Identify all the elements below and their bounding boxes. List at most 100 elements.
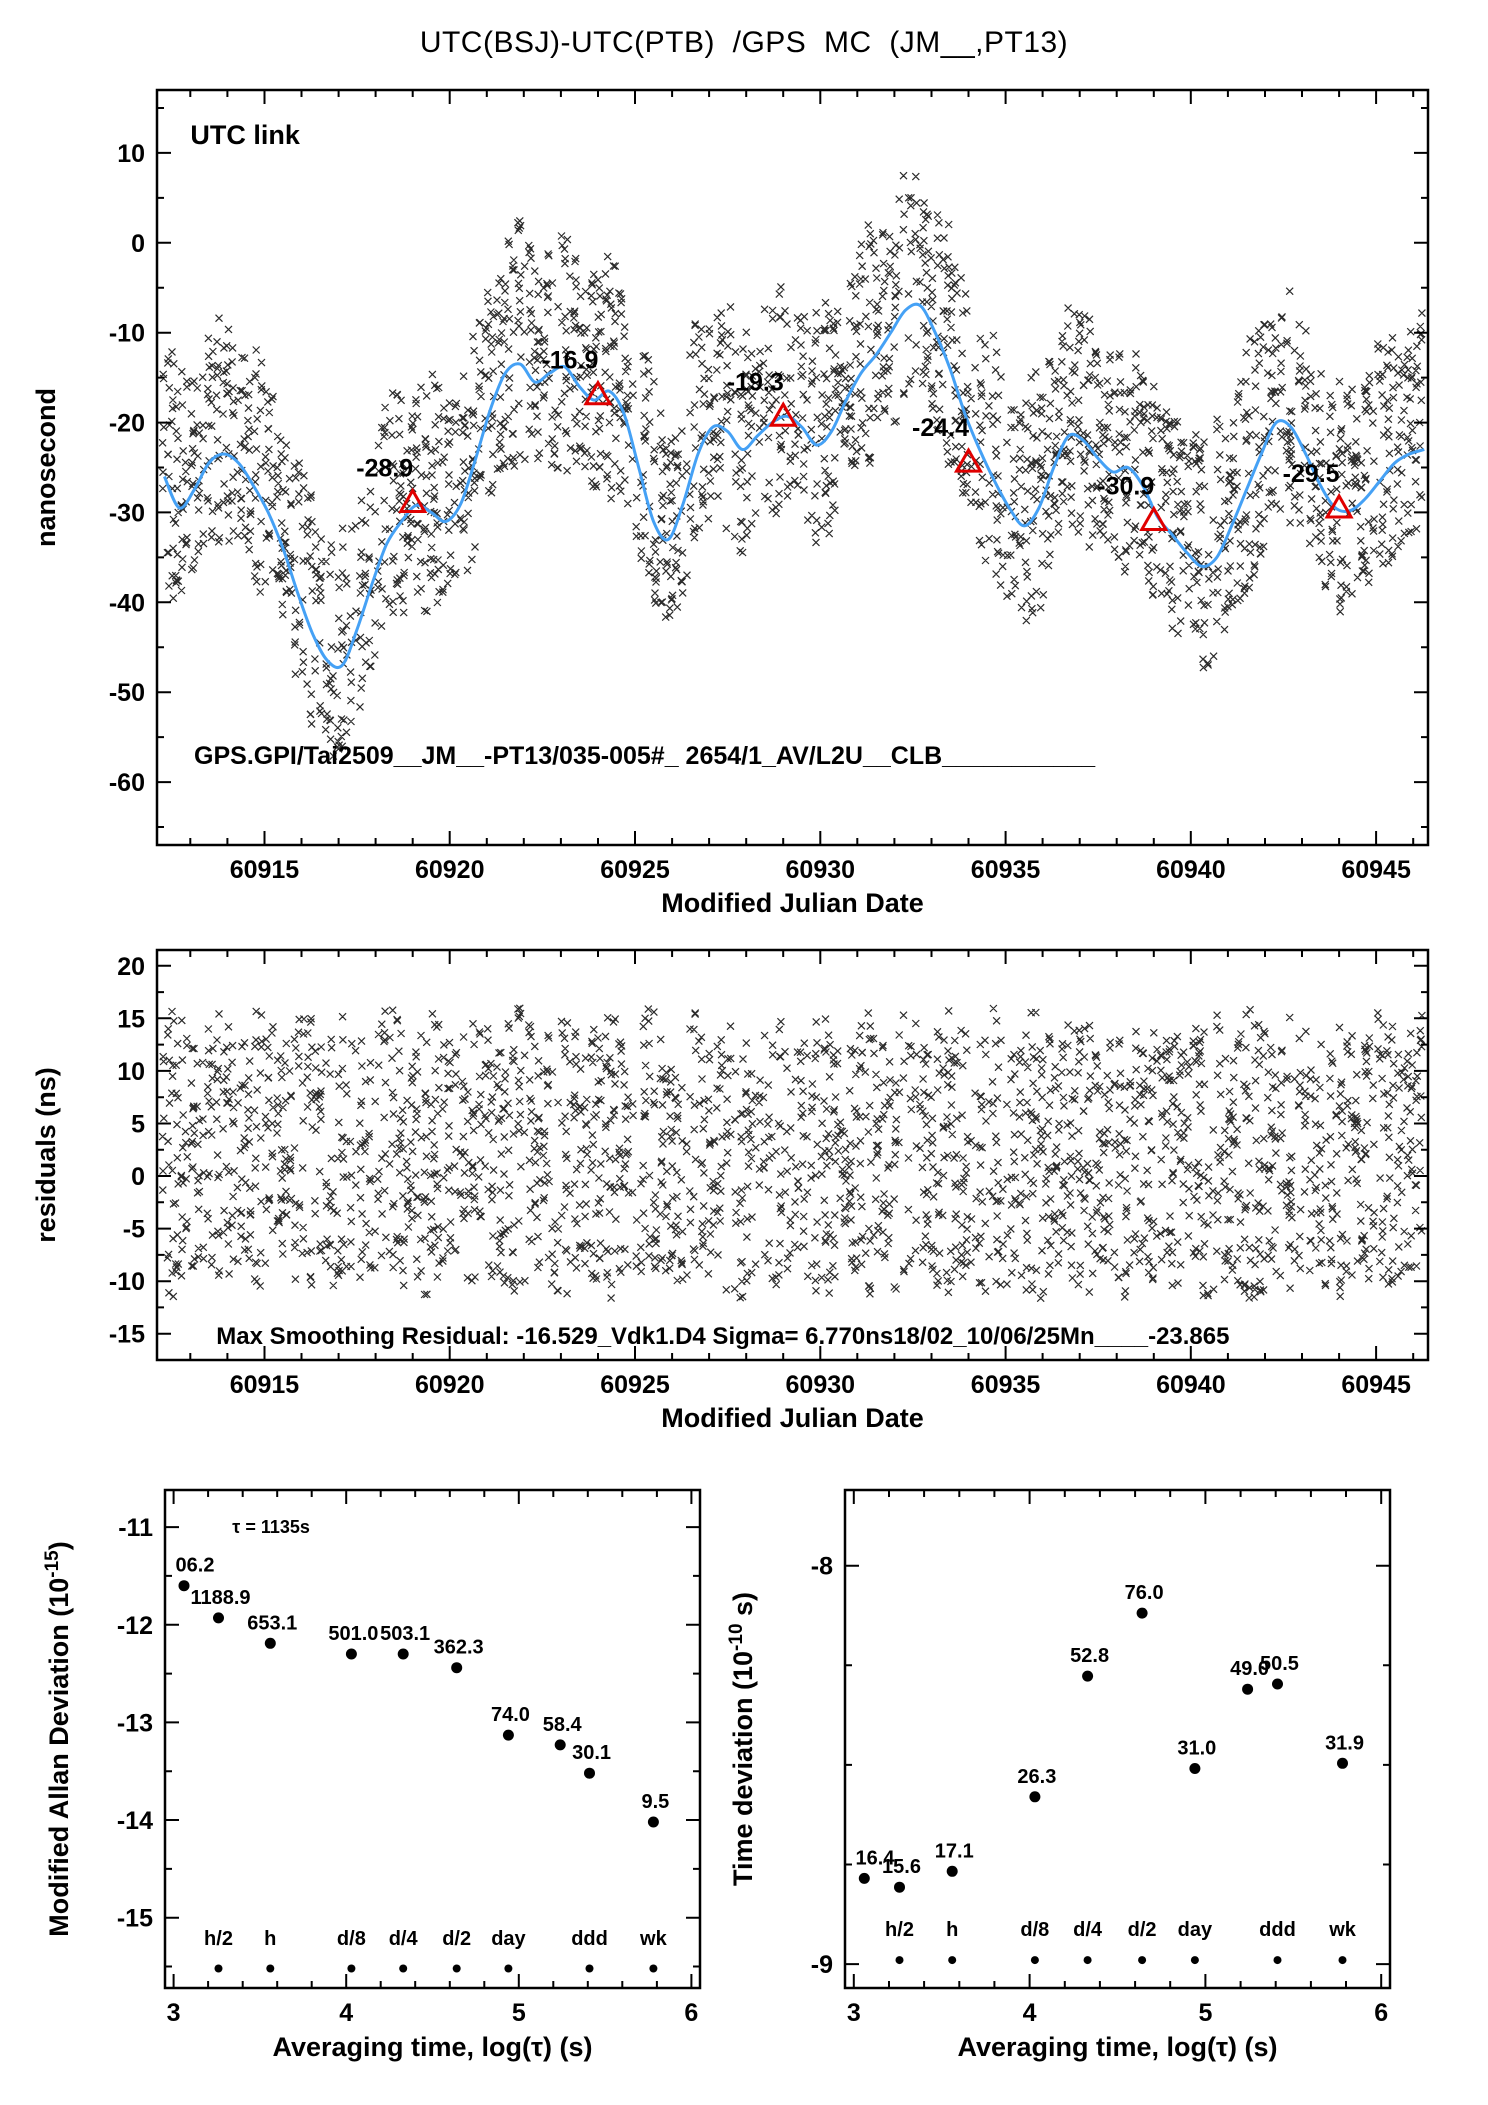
tau-mark-label: d/8	[337, 1928, 366, 1950]
data-point	[1189, 1763, 1201, 1774]
x-tick-label: 5	[1198, 1999, 1212, 2027]
y-tick-label: -12	[117, 1612, 153, 1640]
tau-mark-dot	[948, 1956, 957, 1965]
y-axis-label: Modified Allan Deviation (10-15)	[42, 1541, 74, 1937]
x-axis-label: Averaging time, log(τ) (s)	[957, 2032, 1277, 2062]
tau-mark-dot	[1190, 1956, 1199, 1965]
data-point	[264, 1637, 276, 1649]
x-tick-label: 4	[1023, 1999, 1037, 2027]
data-point-label: 503.1	[380, 1623, 430, 1645]
x-tick-label: 60915	[230, 1371, 300, 1399]
y-tick-label: -15	[117, 1905, 153, 1933]
y-tick-label: -14	[117, 1807, 153, 1835]
tau-mark-dot	[1338, 1956, 1347, 1965]
x-tick-label: 60935	[971, 1371, 1041, 1399]
tau-mark-dot	[1138, 1956, 1147, 1965]
x-tick-labels: 3 4 5 6	[847, 1999, 1388, 2027]
data-point-label: 1188.9	[190, 1587, 250, 1609]
x-tick-label: 60940	[1156, 1371, 1226, 1399]
data-point	[946, 1865, 958, 1877]
calibration-label: -16.9	[541, 347, 598, 375]
axis-ticks	[157, 90, 1428, 845]
tau-mark-label: d/2	[442, 1928, 471, 1950]
tau-mark-label: h	[264, 1928, 276, 1950]
data-point	[213, 1612, 224, 1624]
data-point	[451, 1662, 463, 1674]
x-tick-label: 60925	[600, 1371, 670, 1399]
data-point-label: 653.1	[247, 1612, 297, 1634]
y-tick-label: 10	[117, 140, 145, 168]
tau-mark-dot	[1030, 1956, 1039, 1965]
x-axis-label: Modified Julian Date	[661, 888, 924, 918]
data-point-label: 58.4	[543, 1714, 583, 1736]
x-tick-label: 60915	[230, 856, 300, 884]
y-axis-label: Time deviation (10-10 s)	[726, 1592, 758, 1886]
tau-mark-label: ddd	[571, 1928, 608, 1950]
x-tick-label: 5	[512, 1999, 526, 2027]
data-point-label: 26.3	[1017, 1766, 1056, 1788]
data-point	[397, 1648, 409, 1660]
residual-stats-text: Max Smoothing Residual: -16.529_Vdk1.D4 …	[216, 1323, 1229, 1350]
y-tick-label: -50	[109, 679, 145, 707]
x-tick-label: 60920	[415, 856, 485, 884]
calibration-label: -19.3	[727, 368, 784, 396]
y-tick-label: -9	[811, 1951, 833, 1979]
y-tick-label: -20	[109, 410, 145, 438]
data-point-label: 06.2	[176, 1555, 215, 1577]
data-point	[647, 1816, 659, 1828]
page-title: UTC(BSJ)-UTC(PTB) /GPS MC (JM__,PT13)	[419, 26, 1069, 59]
x-axis-label: Modified Julian Date	[661, 1403, 924, 1433]
tau-mark-label: wk	[639, 1928, 668, 1950]
tau-mark-label: d/4	[1073, 1919, 1103, 1941]
x-tick-label: 60945	[1341, 1371, 1411, 1399]
tau-mark-label: wk	[1328, 1919, 1357, 1941]
y-tick-label: -8	[811, 1553, 833, 1581]
plot-frame	[155, 948, 1430, 1362]
data-point-label: 15.6	[882, 1856, 921, 1878]
data-points: 16.415.6 17.1 26.3 52.8 76.0 31.0 49.050.5 31.9	[856, 1582, 1364, 1893]
y-tick-label: -13	[117, 1709, 153, 1737]
y-tick-labels: 20 15 10 5 0 -5 -10 -15	[109, 953, 145, 1349]
y-axis-label: nanosecond	[31, 388, 61, 547]
plot-frame	[163, 1488, 702, 1990]
data-point	[1136, 1607, 1148, 1619]
x-tick-label: 60930	[786, 1371, 856, 1399]
data-point	[502, 1729, 514, 1741]
y-tick-labels: 10 0 -10 -20 -30 -40 -50 -60	[109, 140, 145, 797]
panel-tdev: 16.415.6 17.1 26.3 52.8 76.0 31.0 49.050.5 31.9…	[726, 1488, 1392, 2062]
tau-scale-marks: h/2 h d/8 d/4 d/2 day ddd wk	[204, 1928, 668, 1973]
data-point	[345, 1648, 357, 1660]
y-tick-label: -5	[123, 1216, 145, 1244]
tau-mark-label: ddd	[1259, 1919, 1296, 1941]
data-point	[1272, 1678, 1283, 1690]
tau-mark-dot	[399, 1964, 408, 1973]
data-point-label: 30.1	[572, 1742, 611, 1764]
data-point-label: 17.1	[935, 1840, 974, 1862]
y-tick-label: -60	[109, 769, 145, 797]
y-tick-label: 15	[117, 1005, 145, 1033]
tau-mark-label: d/8	[1020, 1919, 1049, 1941]
utc-link-label: UTC link	[190, 120, 300, 150]
x-tick-labels: 3 4 5 6	[167, 1999, 699, 2027]
data-point-label: 49.0	[1230, 1658, 1269, 1680]
data-point-label: 31.9	[1325, 1732, 1364, 1754]
tau-mark-label: d/4	[389, 1928, 419, 1950]
x-tick-label: 60945	[1341, 856, 1411, 884]
data-point	[858, 1872, 870, 1884]
x-tick-label: 6	[684, 1999, 698, 2027]
x-tick-label: 60925	[600, 856, 670, 884]
calibration-triangle	[1139, 505, 1169, 532]
data-point	[1337, 1757, 1348, 1769]
calibration-label: -24.4	[912, 414, 969, 442]
x-tick-label: 60930	[786, 856, 856, 884]
tau-mark-dot	[214, 1964, 223, 1973]
data-point	[1029, 1791, 1041, 1803]
y-tick-label: 10	[117, 1058, 145, 1086]
calibration-triangle	[768, 401, 798, 427]
tau-mark-dot	[504, 1964, 513, 1973]
y-tick-label: -11	[118, 1514, 153, 1542]
data-point	[178, 1580, 190, 1592]
calibration-label: -28.9	[356, 455, 413, 483]
